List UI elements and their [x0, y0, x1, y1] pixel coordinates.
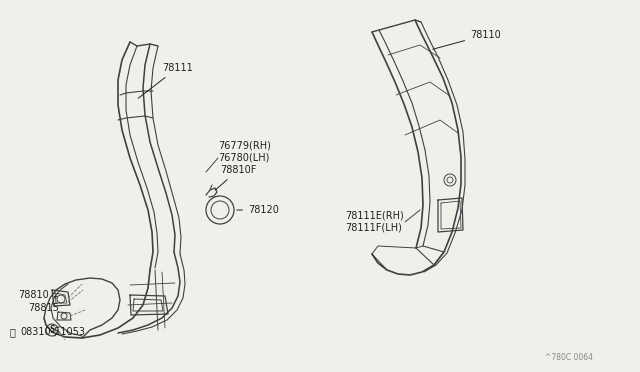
Text: 78120: 78120 — [237, 205, 279, 215]
Text: S: S — [49, 326, 54, 334]
Text: ^780C 0064: ^780C 0064 — [545, 353, 593, 362]
Text: 78111: 78111 — [138, 63, 193, 98]
Text: 78110: 78110 — [433, 30, 500, 49]
Text: 78810F: 78810F — [215, 165, 257, 190]
Text: 78815: 78815 — [28, 303, 62, 315]
Text: 78810: 78810 — [18, 290, 57, 300]
Text: 76779(RH): 76779(RH) — [218, 140, 271, 150]
Text: 78111F(LH): 78111F(LH) — [345, 222, 402, 232]
Text: 08310-51053: 08310-51053 — [20, 327, 85, 337]
Text: 78111E(RH): 78111E(RH) — [345, 210, 404, 220]
Text: Ⓜ: Ⓜ — [10, 327, 16, 337]
Text: 76780(LH): 76780(LH) — [218, 152, 269, 162]
